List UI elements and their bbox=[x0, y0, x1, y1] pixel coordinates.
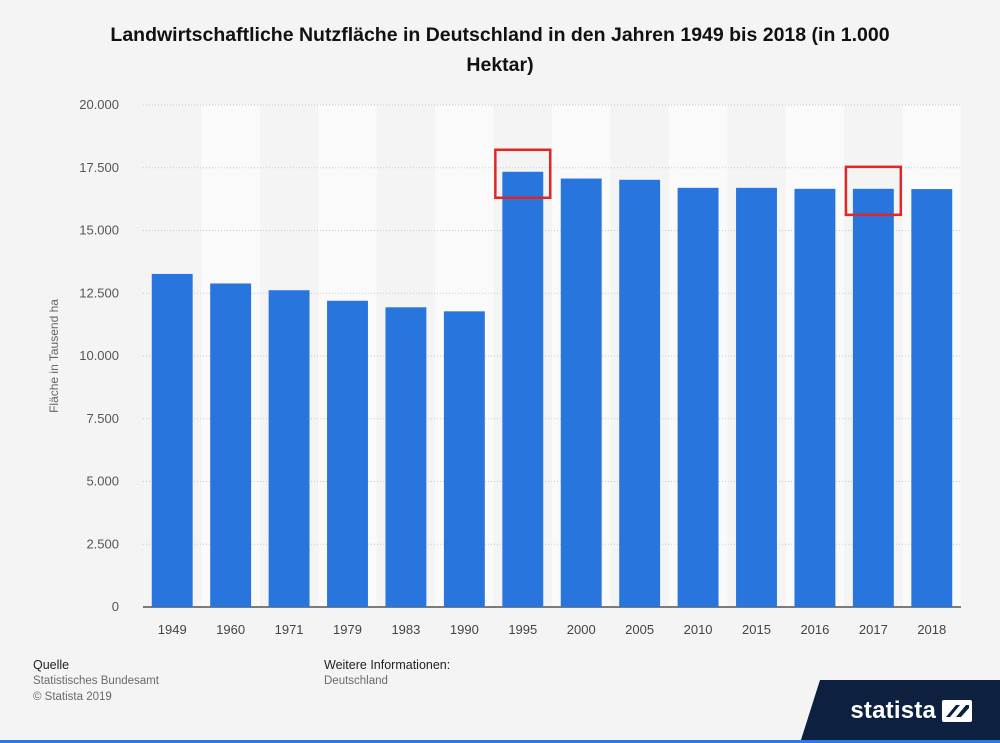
x-tick-label: 1983 bbox=[391, 622, 420, 637]
bar-2000 bbox=[560, 178, 602, 607]
x-tick-label: 2018 bbox=[917, 622, 946, 637]
x-tick-label: 1949 bbox=[158, 622, 187, 637]
bar-1960 bbox=[210, 283, 252, 607]
bottom-accent-line bbox=[0, 740, 1000, 743]
y-tick-label: 10.000 bbox=[79, 348, 119, 363]
brand-band bbox=[800, 680, 1000, 743]
bar-1983 bbox=[385, 307, 427, 607]
x-tick-label: 1979 bbox=[333, 622, 362, 637]
chart-title: Landwirtschaftliche Nutzfläche in Deutsc… bbox=[110, 24, 890, 76]
x-tick-label: 1995 bbox=[508, 622, 537, 637]
x-tick-label: 2017 bbox=[859, 622, 888, 637]
y-tick-label: 12.500 bbox=[79, 285, 119, 300]
source-block: Quelle Statistisches Bundesamt © Statist… bbox=[33, 657, 159, 705]
x-tick-label: 1960 bbox=[216, 622, 245, 637]
bar-1990 bbox=[443, 311, 485, 607]
y-tick-label: 7.500 bbox=[86, 411, 119, 426]
info-block: Weitere Informationen: Deutschland bbox=[324, 657, 450, 689]
y-tick-label: 0 bbox=[112, 599, 119, 614]
statista-logo-icon bbox=[942, 700, 972, 722]
y-tick-label: 15.000 bbox=[79, 223, 119, 238]
copyright: © Statista 2019 bbox=[33, 691, 112, 703]
x-tick-label: 2015 bbox=[742, 622, 771, 637]
info-heading: Weitere Informationen: bbox=[324, 658, 451, 672]
x-tick-label: 2000 bbox=[567, 622, 596, 637]
x-tick-label: 1990 bbox=[450, 622, 479, 637]
x-tick-label: 2016 bbox=[800, 622, 829, 637]
bar-2018 bbox=[911, 189, 953, 607]
info-value: Deutschland bbox=[324, 675, 388, 687]
x-tick-label: 2010 bbox=[684, 622, 713, 637]
bar-1979 bbox=[327, 300, 368, 607]
source-heading: Quelle bbox=[33, 658, 70, 672]
x-tick-label: 1971 bbox=[275, 622, 304, 637]
highlight-box-1995 bbox=[494, 148, 552, 200]
y-tick-label: 2.500 bbox=[86, 536, 119, 551]
bar-2005 bbox=[619, 179, 661, 607]
bar-2010 bbox=[677, 187, 719, 607]
y-tick-label: 20.000 bbox=[79, 97, 119, 112]
y-axis-label: Fläche in Tausend ha bbox=[47, 299, 61, 413]
x-tick-label: 2005 bbox=[625, 622, 654, 637]
bar-2017 bbox=[852, 188, 894, 608]
bar-2015 bbox=[736, 187, 777, 607]
brand-name: statista bbox=[850, 697, 936, 724]
bar-1971 bbox=[268, 290, 310, 607]
y-tick-label: 17.500 bbox=[79, 160, 119, 175]
source-name: Statistisches Bundesamt bbox=[33, 675, 159, 687]
y-tick-label: 5.000 bbox=[86, 474, 119, 489]
statista-logo[interactable]: statista bbox=[850, 697, 972, 725]
highlight-box-2017 bbox=[844, 165, 903, 217]
bar-1949 bbox=[151, 273, 193, 607]
bar-1995 bbox=[502, 171, 544, 608]
bar-2016 bbox=[794, 188, 836, 608]
bar-chart: 0 2.500 5.000 7.500 10.000 12.500 15.000 17.500… bbox=[47, 97, 961, 637]
